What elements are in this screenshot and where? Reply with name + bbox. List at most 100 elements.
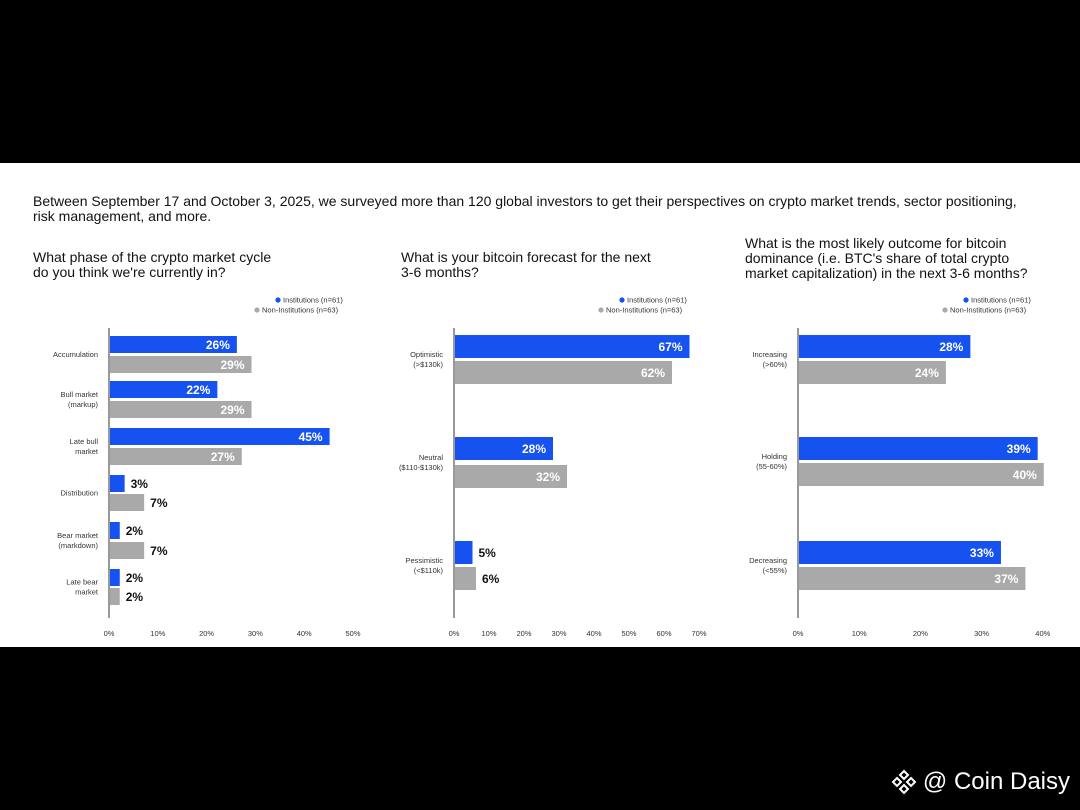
data-label: 24% [915, 366, 939, 380]
bar-non-institutions [110, 542, 145, 559]
data-label: 7% [150, 544, 168, 558]
chart3-title-line: dominance (i.e. BTC's share of total cry… [745, 250, 1010, 266]
data-label: 28% [939, 340, 963, 354]
category-label: market [75, 588, 99, 597]
data-label: 26% [206, 338, 230, 352]
bar-non-institutions [455, 361, 672, 384]
x-tick-label: 0% [104, 629, 115, 638]
x-tick-label: 60% [656, 629, 671, 638]
data-label: 40% [1013, 468, 1037, 482]
legend-institutions-dot [963, 297, 969, 303]
x-tick-label: 0% [449, 629, 460, 638]
category-label: (<$110k) [414, 566, 444, 575]
x-tick-label: 10% [150, 629, 165, 638]
bar-institutions [799, 335, 971, 358]
bar-non-institutions [110, 448, 242, 465]
data-label: 2% [126, 590, 144, 604]
data-label: 28% [522, 442, 546, 456]
intro-text: Between September 17 and October 3, 2025… [33, 193, 1017, 224]
bar-non-institutions [799, 567, 1026, 590]
data-label: 2% [126, 571, 144, 585]
data-label: 27% [211, 450, 235, 464]
chart1-title-line: What phase of the crypto market cycle [33, 249, 272, 265]
legend-institutions-label: Institutions (n=61) [283, 296, 343, 305]
legend-non-institutions-dot [942, 307, 948, 313]
category-label: Late bull [70, 437, 99, 446]
legend-institutions-dot [275, 297, 281, 303]
chart2-title-line: 3-6 months? [401, 264, 479, 280]
category-label: Pessimistic [405, 556, 443, 565]
x-tick-label: 10% [852, 629, 867, 638]
legend-non-institutions-dot [254, 307, 260, 313]
category-label: (>60%) [763, 360, 788, 369]
diamond-logo-icon [891, 769, 917, 795]
bar-non-institutions [110, 588, 120, 605]
x-tick-label: 30% [974, 629, 989, 638]
x-tick-label: 50% [345, 629, 360, 638]
bar-institutions [455, 335, 690, 358]
data-label: 67% [658, 340, 682, 354]
chart3-title: What is the most likely outcome for bitc… [745, 236, 1027, 281]
data-label: 29% [220, 403, 244, 417]
legend-non-institutions-dot [598, 307, 604, 313]
x-tick-label: 30% [248, 629, 263, 638]
category-label: Decreasing [749, 556, 787, 565]
data-label: 22% [186, 383, 210, 397]
chart2-title-line: What is your bitcoin forecast for the ne… [401, 249, 651, 265]
bar-institutions [799, 541, 1001, 564]
x-tick-label: 40% [1035, 629, 1050, 638]
category-label: Bull market [60, 390, 98, 399]
chart3-title-line: market capitalization) in the next 3-6 m… [745, 265, 1028, 281]
bar-institutions [110, 569, 120, 586]
x-tick-label: 20% [199, 629, 214, 638]
data-label: 45% [299, 430, 323, 444]
bar-non-institutions [799, 361, 946, 384]
data-label: 6% [482, 572, 500, 586]
watermark: @ Coin Daisy [891, 768, 1070, 796]
data-label: 2% [126, 524, 144, 538]
legend-institutions-label: Institutions (n=61) [971, 296, 1031, 305]
category-label: (<55%) [763, 566, 788, 575]
category-label: (>$130k) [413, 360, 443, 369]
x-tick-label: 20% [516, 629, 531, 638]
chart1-title-line: do you think we're currently in? [33, 264, 226, 280]
category-label: Neutral [419, 453, 444, 462]
bar-non-institutions [110, 494, 145, 511]
chart1-title: What phase of the crypto market cycle do… [33, 250, 271, 280]
x-tick-label: 0% [793, 629, 804, 638]
category-label: (55-60%) [756, 462, 787, 471]
x-tick-label: 50% [621, 629, 636, 638]
data-label: 3% [131, 477, 149, 491]
category-label: Bear market [57, 531, 99, 540]
x-tick-label: 70% [691, 629, 706, 638]
data-label: 5% [479, 546, 497, 560]
data-label: 7% [150, 496, 168, 510]
bar-non-institutions [110, 401, 252, 418]
bar-institutions [110, 336, 237, 353]
legend-institutions-label: Institutions (n=61) [627, 296, 687, 305]
x-tick-label: 40% [297, 629, 312, 638]
bar-non-institutions [455, 465, 567, 488]
category-label: ($110-$130k) [399, 463, 444, 472]
bar-non-institutions [455, 567, 476, 590]
category-label: (markup) [68, 400, 99, 409]
bar-institutions [455, 541, 473, 564]
category-label: market [75, 447, 99, 456]
bar-non-institutions [110, 356, 252, 373]
category-label: Distribution [60, 489, 98, 498]
category-label: Increasing [752, 350, 787, 359]
bar-institutions [110, 381, 218, 398]
category-label: (markdown) [58, 541, 98, 550]
category-label: Late bear [66, 578, 98, 587]
data-label: 62% [641, 366, 665, 380]
bar-institutions [110, 475, 125, 492]
category-label: Optimistic [410, 350, 443, 359]
data-label: 39% [1007, 442, 1031, 456]
bar-institutions [110, 522, 120, 539]
bar-institutions [799, 437, 1038, 460]
x-tick-label: 20% [913, 629, 928, 638]
data-label: 29% [220, 358, 244, 372]
bar-non-institutions [799, 463, 1044, 486]
legend-non-institutions-label: Non-Institutions (n=63) [950, 306, 1027, 315]
